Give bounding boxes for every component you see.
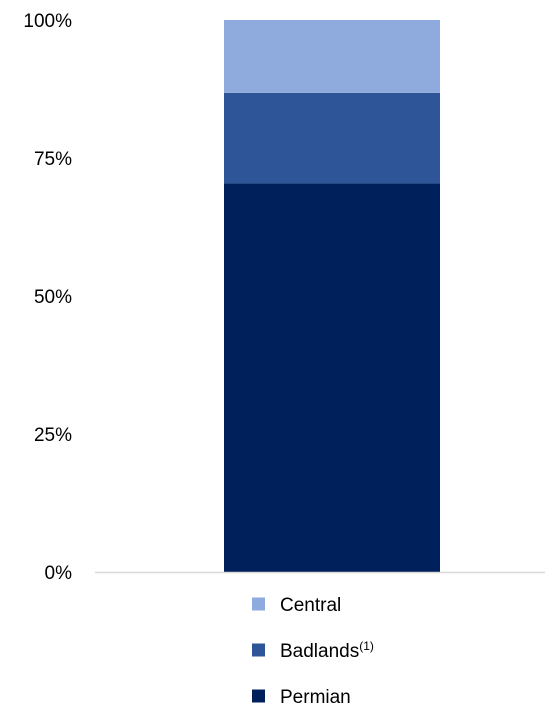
y-tick-label: 50% [34, 287, 72, 308]
legend-label-superscript: (1) [359, 639, 374, 653]
y-axis-ticks: 0% 25% 50% 75% 100% [23, 11, 72, 584]
bar-segment-central [224, 20, 440, 93]
y-tick-label: 100% [23, 11, 72, 32]
bar-segment-badlands [224, 92, 440, 184]
legend: Central Badlands(1) Permian [252, 595, 374, 708]
y-tick-label: 25% [34, 425, 72, 446]
legend-swatch [252, 689, 265, 703]
legend-swatch [252, 643, 265, 657]
legend-label-text: Permian [280, 687, 351, 708]
legend-label-text: Central [280, 595, 341, 616]
y-tick-label: 75% [34, 149, 72, 170]
legend-item-permian: Permian [252, 687, 351, 708]
bars [224, 20, 440, 572]
y-tick-label: 0% [45, 563, 73, 584]
legend-label: Badlands(1) [280, 639, 374, 662]
legend-swatch [252, 597, 265, 611]
legend-item-central: Central [252, 595, 341, 616]
bar-segment-permian [224, 183, 440, 572]
legend-item-badlands: Badlands(1) [252, 639, 374, 662]
legend-label: Central [280, 595, 341, 616]
legend-label: Permian [280, 687, 351, 708]
legend-label-text: Badlands [280, 641, 359, 662]
